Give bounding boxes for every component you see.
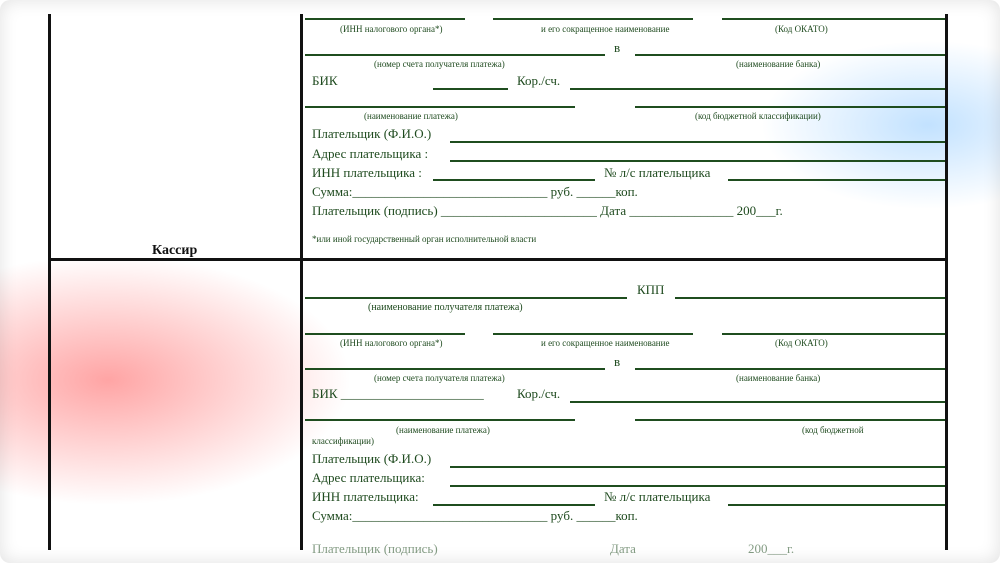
section-divider: [48, 258, 948, 261]
payer-address-line: [450, 160, 945, 162]
kpp-line: [675, 297, 945, 299]
payment-name-caption: (наименование платежа): [364, 111, 458, 121]
payer-fio-line-2: [450, 466, 945, 468]
recipient-line: [305, 297, 627, 299]
ls-line-2: [728, 504, 945, 506]
payer-fio-label-2: Плательщик (Ф.И.О.): [312, 451, 432, 466]
v-label-2: в: [614, 354, 621, 369]
cashier-label: Кассир: [152, 243, 198, 258]
date-label-2: Дата: [610, 541, 636, 556]
blue-stain: [760, 40, 1000, 210]
payer-inn-label: ИНН плательщика :: [312, 165, 422, 180]
kor-line-2: [570, 401, 945, 403]
bik-label: БИК: [312, 73, 338, 88]
ls-label: № л/с плательщика: [604, 165, 711, 180]
okato-line: [722, 18, 945, 20]
payer-address-line-2: [450, 485, 945, 487]
payer-fio-label: Плательщик (Ф.И.О.): [312, 126, 432, 141]
kor-label-2: Кор./сч.: [517, 386, 561, 401]
recipient-caption: (наименование получателя платежа): [368, 302, 523, 313]
bank-caption-2: (наименование банка): [736, 373, 821, 383]
v-label: в: [614, 40, 621, 55]
payer-address-label-2: Адрес плательщика:: [312, 470, 425, 485]
account-line: [305, 54, 605, 56]
inn-caption: (ИНН налогового органа*): [340, 24, 443, 34]
bank-line: [635, 54, 945, 56]
okato-caption-2: (Код ОКАТО): [775, 338, 828, 348]
short-name-caption-2: и его сокращенное наименование: [541, 338, 670, 348]
right-border: [945, 14, 948, 550]
kbk-caption: (код бюджетной классификации): [695, 111, 821, 121]
short-name-caption: и его сокращенное наименование: [541, 24, 670, 34]
payment-name-line: [305, 106, 575, 108]
kbk-caption-2b: классификации): [312, 436, 374, 446]
account-caption: (номер счета получателя платежа): [374, 59, 505, 69]
bank-line-2: [635, 368, 945, 370]
payer-fio-line: [450, 141, 945, 143]
kbk-caption-2a: (код бюджетной: [802, 425, 864, 435]
short-name-line-2: [493, 333, 693, 335]
bik-label-2: БИК ______________________: [312, 386, 484, 401]
year-label-2: 200___г.: [748, 541, 795, 556]
inn-caption-2: (ИНН налогового органа*): [340, 338, 443, 348]
signature-label-2: Плательщик (подпись): [312, 541, 438, 556]
short-name-line: [493, 18, 693, 20]
ls-label-2: № л/с плательщика: [604, 489, 711, 504]
kbk-line: [635, 106, 945, 108]
payer-address-label: Адрес плательщика :: [312, 146, 429, 161]
bik-line: [433, 88, 508, 90]
payer-inn-line-2: [433, 504, 595, 506]
kbk-line-2: [635, 419, 945, 421]
footnote: *или иной государственный орган исполнит…: [312, 234, 537, 244]
ls-line: [728, 179, 945, 181]
inn-line: [305, 18, 465, 20]
inn-line-2: [305, 333, 465, 335]
bank-caption: (наименование банка): [736, 59, 821, 69]
kpp-label: КПП: [637, 282, 665, 297]
okato-line-2: [722, 333, 945, 335]
sum-line: Сумма:______________________________ руб…: [312, 184, 638, 199]
column-divider: [300, 14, 303, 550]
payment-name-caption-2: (наименование платежа): [396, 425, 490, 435]
okato-caption: (Код ОКАТО): [775, 24, 828, 34]
signature-date-line: Плательщик (подпись) ___________________…: [312, 203, 783, 218]
kor-line: [570, 88, 945, 90]
red-stain: [0, 250, 360, 510]
payer-inn-label-2: ИНН плательщика:: [312, 489, 419, 504]
sum-line-2: Сумма:______________________________ руб…: [312, 508, 638, 523]
kor-label: Кор./сч.: [517, 73, 561, 88]
left-border: [48, 14, 51, 550]
account-caption-2: (номер счета получателя платежа): [374, 373, 505, 383]
payer-inn-line: [433, 179, 595, 181]
payment-name-line-2: [305, 419, 575, 421]
account-line-2: [305, 368, 605, 370]
